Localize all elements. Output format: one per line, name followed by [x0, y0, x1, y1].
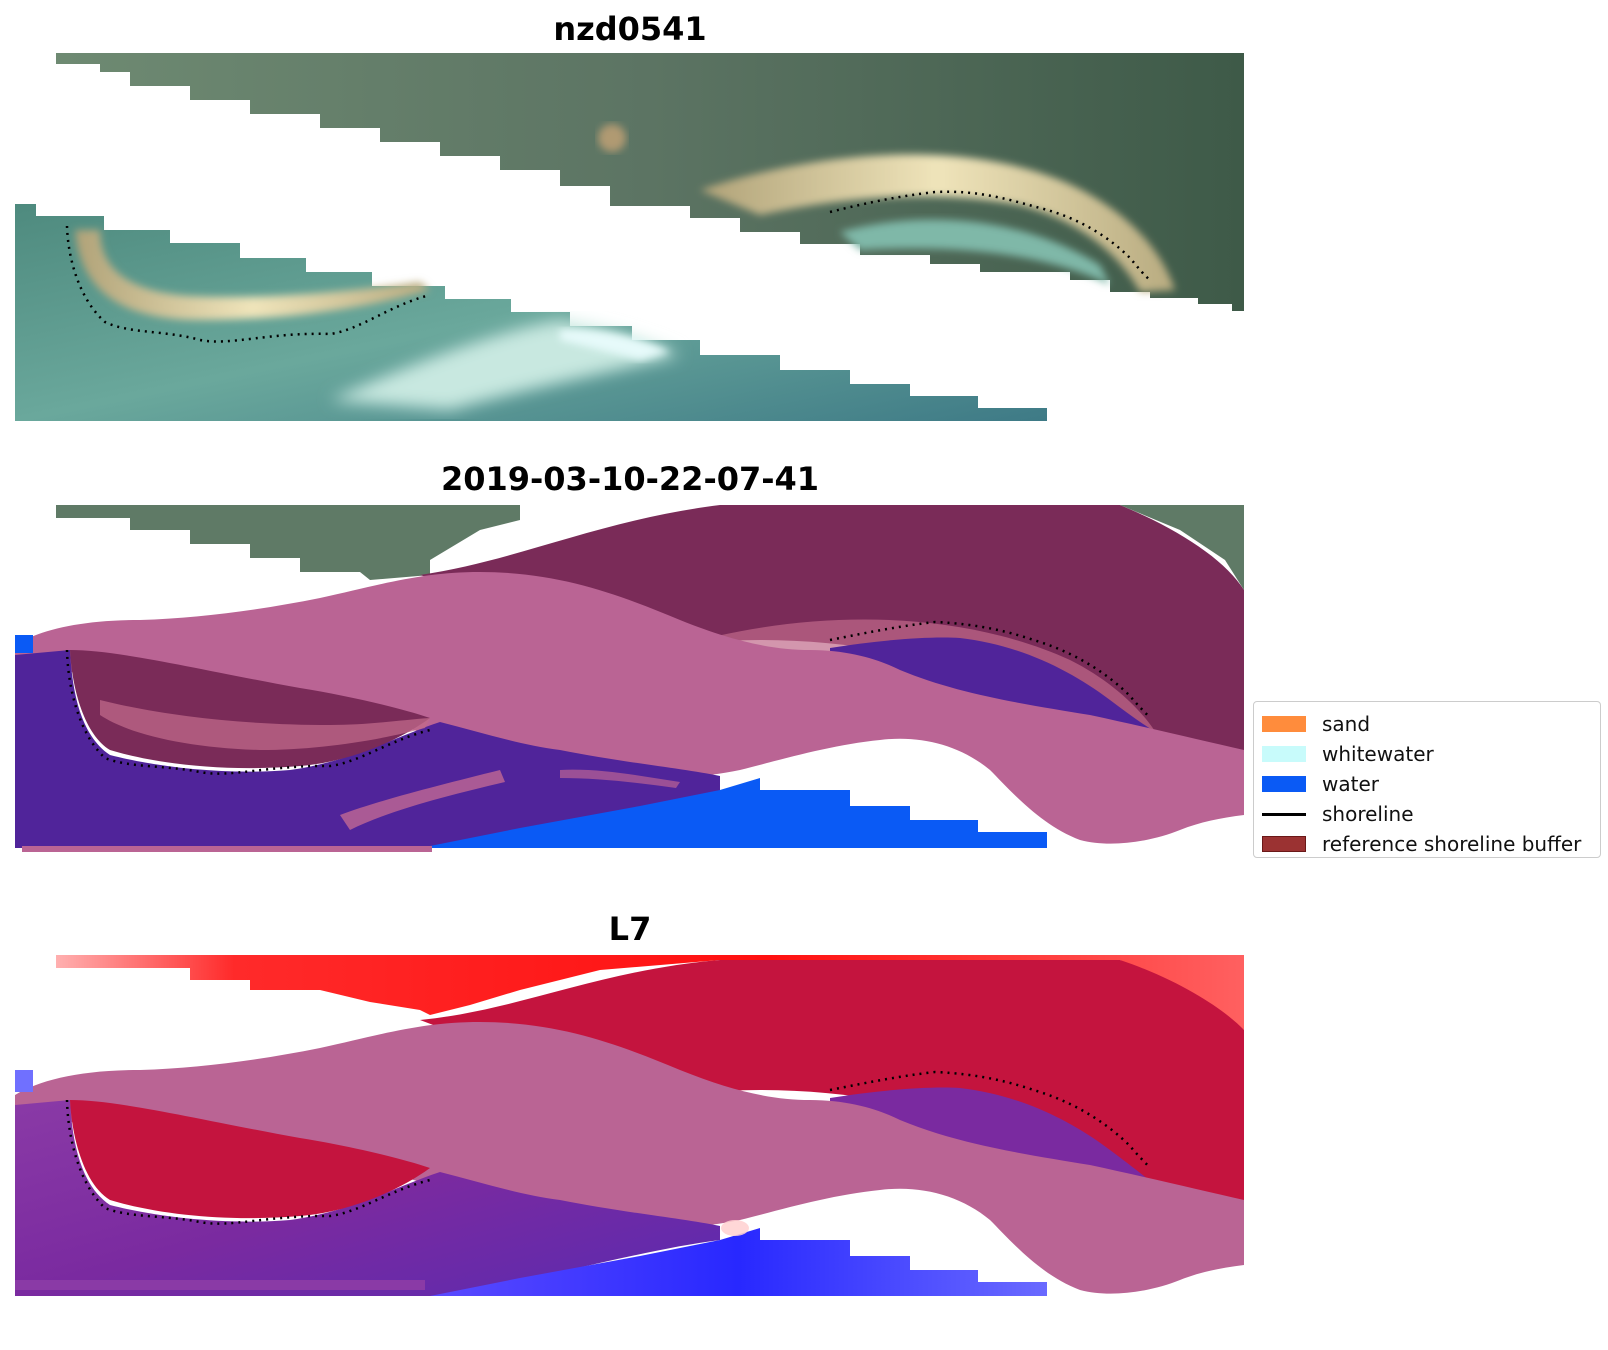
legend-label-shoreline: shoreline — [1322, 802, 1414, 826]
panel-title-classified: 2019-03-10-22-07-41 — [440, 460, 820, 498]
legend-label-whitewater: whitewater — [1322, 742, 1434, 766]
legend-swatch-whitewater — [1262, 746, 1306, 762]
legend-swatch-water — [1262, 776, 1306, 792]
rgb-image-panel — [15, 53, 1244, 421]
land-upper-left — [56, 505, 520, 580]
l7-land-upper — [56, 955, 1244, 1030]
l7-image-panel — [15, 955, 1244, 1296]
legend-item-water: water — [1262, 769, 1600, 799]
shoreline-upper — [829, 190, 1151, 281]
l7-water-lower — [15, 1100, 720, 1296]
legend-item-buffer: reference shoreline buffer — [1262, 829, 1600, 859]
panel-title-rgb: nzd0541 — [553, 10, 707, 48]
legend-label-water: water — [1322, 772, 1379, 796]
l7-buffer-over-land — [420, 960, 1244, 1210]
l7-deep-water — [430, 1228, 1047, 1296]
upper-strip-image — [56, 53, 1244, 311]
land-upper-right-corner — [1120, 505, 1244, 590]
legend-label-sand: sand — [1322, 712, 1371, 736]
legend: sand whitewater water shoreline referenc… — [1253, 701, 1601, 858]
legend-item-sand: sand — [1262, 709, 1600, 739]
legend-line-shoreline — [1262, 812, 1306, 816]
legend-item-shoreline: shoreline — [1262, 799, 1600, 829]
legend-swatch-buffer — [1262, 836, 1306, 852]
water-class-lower — [15, 650, 720, 848]
legend-swatch-sand — [1262, 716, 1306, 732]
panel-title-l7: L7 — [608, 910, 652, 948]
classified-image-panel — [15, 505, 1244, 852]
deep-water-class — [430, 778, 1047, 848]
reference-buffer — [15, 572, 1244, 844]
lower-strip-image — [15, 204, 1047, 421]
legend-label-buffer: reference shoreline buffer — [1322, 832, 1582, 856]
legend-item-whitewater: whitewater — [1262, 739, 1600, 769]
